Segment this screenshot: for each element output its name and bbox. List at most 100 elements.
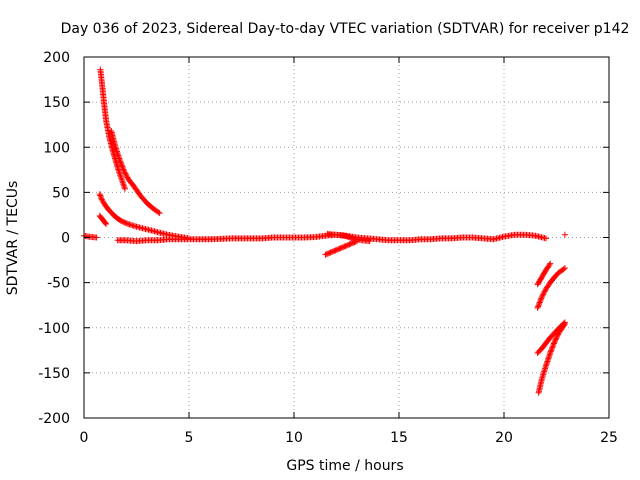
y-tick-label: 200	[43, 50, 70, 66]
data-point	[347, 240, 354, 247]
data-point	[551, 339, 558, 346]
data-point	[322, 251, 329, 258]
data-point	[535, 302, 542, 309]
data-point	[343, 242, 350, 249]
x-tick-label: 10	[285, 430, 303, 446]
y-tick-label: 0	[61, 231, 70, 247]
data-point	[325, 250, 332, 257]
data-point	[366, 238, 373, 245]
data-point	[327, 249, 334, 256]
data-point	[535, 303, 542, 310]
series-late-crossing	[324, 230, 373, 245]
data-point	[96, 191, 103, 198]
y-tick-label: -200	[38, 411, 70, 427]
data-point	[156, 210, 163, 217]
x-tick-label: 15	[390, 430, 408, 446]
x-tick-label: 5	[185, 430, 194, 446]
data-point	[120, 218, 127, 225]
data-point	[121, 169, 128, 176]
data-point	[345, 241, 352, 248]
y-tick-label: -150	[38, 366, 70, 382]
data-point	[536, 299, 543, 306]
data-point	[540, 290, 547, 297]
series-late-neg-4	[535, 321, 568, 396]
series-arc-short-low	[96, 212, 110, 227]
x-tick-label: 25	[600, 430, 618, 446]
data-point	[120, 166, 127, 173]
data-point	[122, 170, 129, 177]
data-point	[552, 336, 559, 343]
data-point	[117, 158, 124, 165]
y-axis-label: SDTVAR / TECUs	[5, 181, 21, 296]
data-point	[541, 288, 548, 295]
data-point	[119, 178, 126, 185]
data-point	[331, 247, 338, 254]
data-point	[336, 245, 343, 252]
data-point	[547, 260, 554, 267]
series-baseline-main	[114, 231, 549, 245]
data-point	[120, 181, 127, 188]
y-tick-label: 150	[43, 95, 70, 111]
data-point	[118, 162, 125, 169]
data-point	[123, 173, 130, 180]
data-point	[102, 220, 109, 227]
data-point	[534, 304, 541, 311]
y-tick-label: -100	[38, 321, 70, 337]
x-tick-label: 0	[80, 430, 89, 446]
data-point	[117, 173, 124, 180]
data-point	[552, 337, 558, 344]
data-point	[337, 245, 344, 252]
data-point	[93, 234, 100, 241]
data-point	[120, 167, 127, 174]
data-point	[119, 163, 126, 170]
data-point	[115, 167, 122, 174]
data-point	[332, 247, 339, 254]
y-tick-label: 100	[43, 140, 70, 156]
data-point	[554, 332, 561, 339]
chart-title: Day 036 of 2023, Sidereal Day-to-day VTE…	[61, 21, 630, 37]
data-point	[560, 266, 567, 273]
data-point	[537, 296, 544, 303]
data-point	[538, 294, 545, 301]
data-point	[119, 179, 126, 186]
data-point	[561, 322, 567, 329]
data-point	[326, 250, 333, 257]
data-point	[121, 219, 128, 226]
data-point	[340, 244, 347, 251]
x-tick-label: 20	[495, 430, 513, 446]
data-point	[123, 171, 129, 178]
data-point	[538, 295, 545, 302]
data-point	[561, 231, 568, 238]
data-point	[335, 246, 342, 253]
data-point	[103, 220, 110, 227]
data-point	[553, 335, 560, 342]
data-point	[546, 261, 553, 268]
data-point	[547, 350, 554, 357]
data-point	[539, 292, 546, 299]
data-point	[120, 182, 127, 189]
data-point	[548, 345, 555, 352]
data-point	[549, 344, 556, 351]
data-point	[540, 291, 547, 298]
series-late-neg-2	[534, 265, 568, 311]
data-point	[121, 184, 128, 191]
data-point	[341, 243, 348, 250]
data-point	[333, 246, 340, 253]
data-point	[550, 340, 557, 347]
data-point	[561, 321, 568, 328]
data-point	[118, 176, 125, 183]
y-tick-label: 50	[52, 185, 70, 201]
data-point	[118, 175, 125, 182]
data-point	[116, 169, 123, 176]
series-isolated-end	[561, 231, 568, 238]
series-arc-mid-decay	[96, 191, 192, 242]
data-point	[548, 347, 555, 354]
series-arc-high-decay-2	[108, 128, 163, 217]
data-point	[97, 192, 104, 199]
data-point	[330, 248, 337, 255]
data-point	[119, 165, 126, 172]
axis-ticks: 0 5 10 15 20 25 200 150 100 50 0 -50 -100 -150 -200	[38, 50, 618, 446]
data-point	[97, 193, 104, 200]
data-marks	[81, 66, 568, 396]
data-point	[348, 240, 355, 247]
